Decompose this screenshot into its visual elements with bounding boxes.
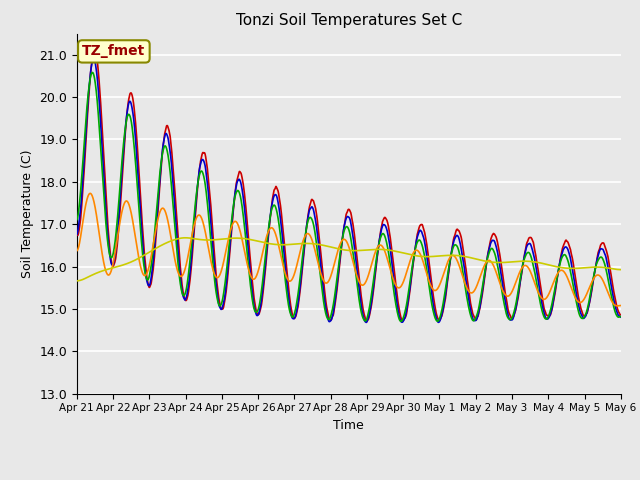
Title: Tonzi Soil Temperatures Set C: Tonzi Soil Temperatures Set C: [236, 13, 462, 28]
Text: TZ_fmet: TZ_fmet: [82, 44, 145, 59]
X-axis label: Time: Time: [333, 419, 364, 432]
Y-axis label: Soil Temperature (C): Soil Temperature (C): [20, 149, 34, 278]
